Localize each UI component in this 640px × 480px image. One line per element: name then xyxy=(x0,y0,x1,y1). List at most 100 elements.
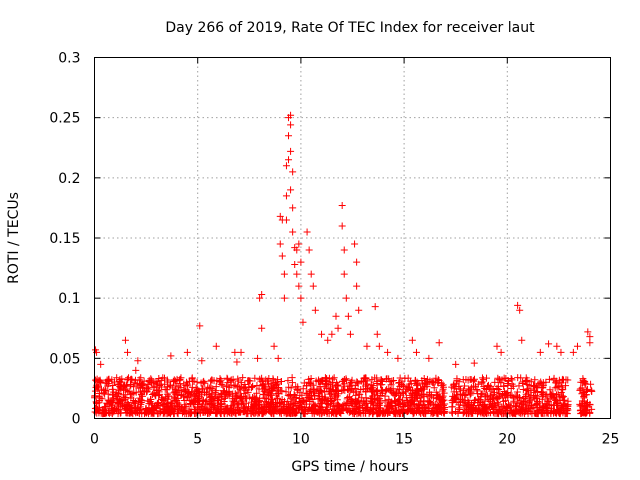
data-point xyxy=(381,392,389,400)
data-point xyxy=(220,398,228,406)
data-point xyxy=(328,330,336,338)
data-point xyxy=(306,395,314,403)
data-point xyxy=(405,402,413,410)
data-point xyxy=(525,382,533,390)
data-point xyxy=(479,405,487,413)
data-point xyxy=(258,381,266,389)
data-point xyxy=(470,359,478,367)
data-point xyxy=(363,377,371,385)
data-point xyxy=(186,409,194,417)
data-point xyxy=(547,390,555,398)
data-point xyxy=(511,403,519,411)
data-point xyxy=(318,330,326,338)
data-point xyxy=(368,398,376,406)
data-point xyxy=(148,391,156,399)
data-point xyxy=(556,408,564,416)
data-point xyxy=(322,377,330,385)
data-point xyxy=(280,294,288,302)
data-point xyxy=(376,407,384,415)
data-point xyxy=(247,403,255,411)
data-point xyxy=(99,410,107,418)
data-point xyxy=(468,409,476,417)
data-point xyxy=(126,390,134,398)
data-point xyxy=(280,409,288,417)
data-point xyxy=(230,398,238,406)
data-point xyxy=(551,384,559,392)
data-point xyxy=(499,394,507,402)
data-point xyxy=(199,408,207,416)
data-point xyxy=(436,395,444,403)
data-point xyxy=(333,401,341,409)
data-point xyxy=(244,388,252,396)
data-point xyxy=(295,397,303,405)
data-point xyxy=(163,390,171,398)
data-point xyxy=(149,383,157,391)
data-point xyxy=(515,399,523,407)
data-point xyxy=(459,387,467,395)
data-point xyxy=(256,294,264,302)
x-tick-label: 5 xyxy=(193,432,202,448)
data-point xyxy=(212,383,220,391)
data-point xyxy=(229,390,237,398)
data-point xyxy=(132,366,140,374)
data-point xyxy=(278,252,286,260)
data-point xyxy=(556,396,564,404)
data-point xyxy=(545,340,553,348)
data-point xyxy=(276,240,284,248)
data-point xyxy=(274,379,282,387)
data-point xyxy=(363,342,371,350)
data-point xyxy=(303,390,311,398)
data-point xyxy=(203,405,211,413)
data-point xyxy=(367,394,375,402)
data-point xyxy=(366,385,374,393)
data-point xyxy=(207,408,215,416)
data-point xyxy=(308,409,316,417)
data-point xyxy=(231,348,239,356)
data-point xyxy=(237,393,245,401)
data-point xyxy=(130,389,138,397)
data-point xyxy=(188,388,196,396)
data-point xyxy=(576,386,584,394)
data-point xyxy=(580,392,588,400)
data-point xyxy=(583,399,591,407)
data-point xyxy=(558,386,566,394)
y-tick-labels: 0 0.05 0.1 0.15 0.2 0.25 0.3 xyxy=(49,51,80,428)
data-point xyxy=(538,409,546,417)
data-point xyxy=(523,386,531,394)
data-point xyxy=(540,403,548,411)
data-point xyxy=(538,388,546,396)
data-point xyxy=(543,407,551,415)
data-point xyxy=(309,282,317,290)
data-point xyxy=(259,391,267,399)
data-point xyxy=(416,397,424,405)
data-point xyxy=(555,382,563,390)
data-point xyxy=(485,384,493,392)
y-tick-label: 0.1 xyxy=(58,291,80,307)
data-point xyxy=(477,392,485,400)
data-point xyxy=(582,402,590,410)
data-point xyxy=(174,410,182,418)
data-point xyxy=(157,395,165,403)
data-point xyxy=(170,378,178,386)
data-point xyxy=(587,380,595,388)
data-point xyxy=(209,385,217,393)
data-point xyxy=(539,393,547,401)
data-point xyxy=(234,375,242,383)
data-point xyxy=(409,410,417,418)
data-point xyxy=(251,409,259,417)
data-point xyxy=(382,375,390,383)
data-point xyxy=(494,395,502,403)
data-point xyxy=(394,354,402,362)
x-tick-label: 0 xyxy=(90,432,99,448)
data-point xyxy=(486,409,494,417)
data-point xyxy=(391,391,399,399)
data-point xyxy=(135,410,143,418)
data-point xyxy=(163,376,171,384)
data-point xyxy=(511,393,519,401)
y-tick-label: 0 xyxy=(72,412,81,428)
data-point xyxy=(469,404,477,412)
data-point xyxy=(334,406,342,414)
data-point xyxy=(157,408,165,416)
data-point xyxy=(297,258,305,266)
data-point xyxy=(214,397,222,405)
